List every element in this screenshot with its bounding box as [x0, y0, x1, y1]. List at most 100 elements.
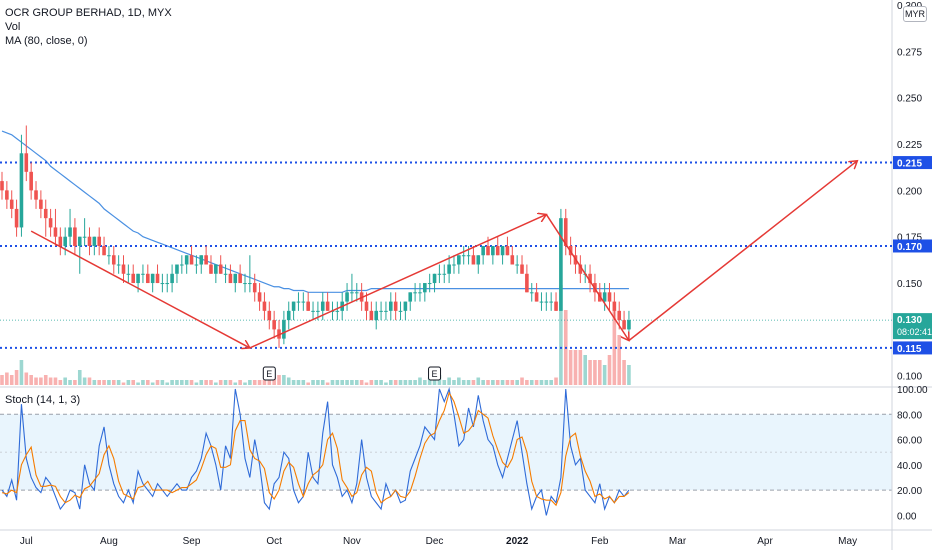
time-tick-label: Jul — [20, 536, 33, 547]
volume-bar — [272, 377, 276, 385]
stoch-d-line — [1, 391, 630, 507]
candle-body — [525, 273, 529, 293]
volume-bar — [515, 380, 519, 385]
volume-bar — [136, 382, 140, 385]
volume-bar — [286, 377, 291, 385]
candle-body — [389, 301, 393, 311]
volume-bar — [43, 375, 48, 385]
volume-bar — [481, 380, 485, 385]
candle-body — [301, 301, 306, 303]
earnings-marker-label: E — [266, 369, 272, 379]
volume-bar — [19, 360, 24, 385]
volume-bar — [194, 382, 199, 385]
candle-body — [189, 255, 194, 265]
volume-bar — [476, 377, 481, 385]
candle-body — [500, 245, 505, 256]
candle-body — [559, 218, 563, 311]
candle-body — [39, 199, 43, 209]
ma-legend: MA (80, close, 0) — [5, 35, 88, 47]
volume-bar — [364, 382, 369, 385]
volume-bar — [568, 350, 573, 385]
volume-bar — [525, 380, 529, 385]
volume-bar — [126, 380, 131, 385]
time-tick-label: Dec — [426, 536, 444, 547]
volume-bar — [607, 355, 612, 385]
level-115-tag-text: 0.115 — [897, 344, 922, 355]
volume-bar — [296, 380, 301, 385]
volume-bar — [77, 370, 82, 385]
volume-bar — [559, 285, 563, 385]
volume-bar — [301, 380, 306, 385]
volume-bar — [316, 380, 320, 385]
volume-legend: Vol — [5, 21, 21, 33]
volume-bar — [267, 377, 272, 385]
candle-body — [354, 292, 359, 294]
candle-body — [471, 255, 476, 265]
candle-body — [617, 310, 622, 321]
volume-bar — [549, 380, 553, 385]
volume-bar — [359, 380, 364, 385]
volume-bar — [500, 380, 505, 385]
stoch-tick-label: 40.00 — [897, 461, 922, 472]
candle-body — [82, 236, 87, 238]
volume-bar — [58, 380, 63, 385]
price-tick-label: 0.150 — [897, 279, 922, 290]
candle-body — [578, 264, 583, 274]
volume-bar — [39, 377, 43, 385]
candle-body — [442, 273, 447, 275]
volume-bar — [617, 335, 622, 385]
candle-body — [267, 310, 272, 321]
candle-body — [218, 264, 223, 274]
volume-bar — [384, 382, 388, 385]
last-price-tag — [893, 313, 932, 340]
candle-body — [457, 255, 461, 265]
volume-bar — [403, 380, 408, 385]
candle-body — [325, 301, 330, 311]
candle-body — [408, 292, 413, 302]
volume-bar — [238, 380, 242, 385]
candle-body — [461, 255, 466, 257]
candle-body — [9, 199, 14, 209]
candle-body — [393, 301, 398, 311]
candle-body — [238, 273, 242, 284]
candle-body — [58, 236, 63, 246]
level-170-tag — [893, 239, 932, 253]
volume-bar — [622, 360, 626, 385]
volume-bar — [539, 380, 544, 385]
candle-body — [398, 310, 403, 312]
volume-bar — [495, 380, 500, 385]
volume-bar — [223, 380, 228, 385]
volume-bar — [491, 380, 495, 385]
volume-bar — [510, 380, 515, 385]
candle-body — [131, 273, 136, 284]
volume-bar — [354, 380, 359, 385]
candle-body — [379, 310, 383, 312]
volume-bar — [141, 380, 145, 385]
currency-button[interactable]: MYR — [903, 6, 927, 22]
candle-body — [364, 301, 369, 311]
time-tick-label: May — [838, 536, 857, 547]
candle-body — [77, 236, 82, 246]
volume-bar — [218, 380, 223, 385]
volume-bar — [393, 380, 398, 385]
volume-bar — [252, 380, 257, 385]
volume-bar — [583, 355, 587, 385]
candle-body — [146, 273, 150, 284]
candle-body — [102, 245, 106, 256]
candle-body — [452, 264, 456, 266]
volume-bar — [335, 380, 340, 385]
volume-bar — [277, 375, 281, 385]
volume-bar — [408, 380, 413, 385]
candle-body — [116, 264, 121, 266]
volume-bar — [73, 380, 77, 385]
volume-bar — [53, 377, 58, 385]
volume-bar — [146, 380, 150, 385]
candle-body — [209, 264, 213, 274]
volume-bar — [442, 380, 447, 385]
candle-body — [374, 310, 379, 321]
volume-bar — [0, 375, 4, 385]
candle-body — [24, 153, 29, 172]
candle-body — [0, 181, 4, 191]
